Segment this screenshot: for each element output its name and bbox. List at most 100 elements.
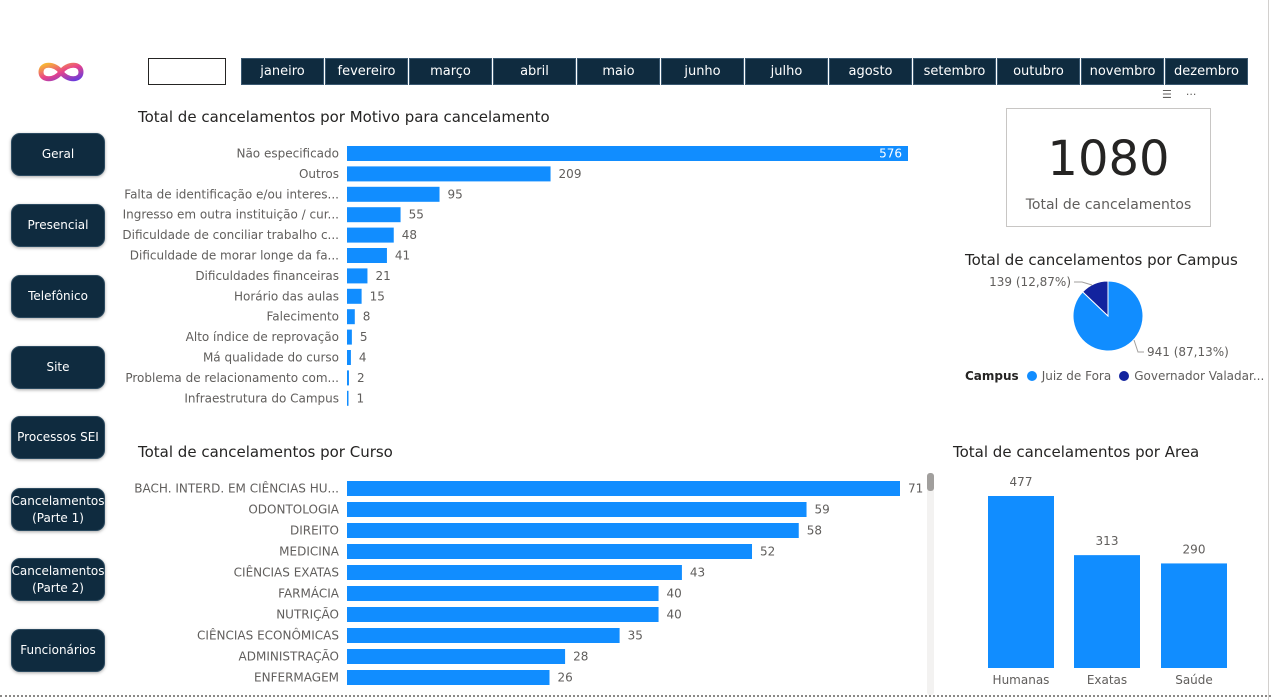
motivo-bar[interactable] [347, 146, 908, 161]
month-button-8[interactable]: setembro [913, 58, 996, 85]
nav-button-7[interactable]: Funcionários [11, 629, 105, 672]
month-button-3[interactable]: abril [493, 58, 576, 85]
curso-bar[interactable] [347, 607, 659, 622]
motivo-bar[interactable] [347, 350, 351, 365]
month-button-4[interactable]: maio [577, 58, 660, 85]
curso-data-label: 40 [667, 587, 682, 601]
curso-category-label: ODONTOLOGIA [248, 503, 339, 517]
motivo-bar[interactable] [347, 309, 355, 325]
month-button-10[interactable]: novembro [1081, 58, 1164, 85]
legend-dot-juiz [1026, 371, 1037, 381]
filter-icon[interactable]: ☰ [1162, 88, 1172, 101]
motivo-bar[interactable] [347, 268, 368, 284]
motivo-bar[interactable] [347, 329, 352, 345]
curso-chart-title: Total de cancelamentos por Curso [138, 443, 393, 461]
kpi-card: 1080 Total de cancelamentos [1006, 108, 1211, 227]
curso-bar[interactable] [347, 544, 753, 559]
page-right-border [1268, 0, 1269, 700]
motivo-data-label: 21 [375, 269, 390, 283]
curso-bar[interactable] [347, 586, 659, 601]
area-data-label: 477 [1010, 475, 1033, 489]
month-button-2[interactable]: março [409, 58, 492, 85]
motivo-data-label: 4 [359, 351, 367, 365]
month-slicer: janeiro fevereiro março abril maio junho julho… [241, 58, 1248, 85]
motivo-bar[interactable] [347, 288, 362, 304]
area-bar[interactable] [988, 496, 1054, 668]
curso-category-label: MEDICINA [279, 545, 340, 559]
motivo-data-label: 95 [448, 187, 463, 201]
pie-slice-governador-valadares[interactable] [1081, 280, 1109, 318]
pie-leader-line [1133, 339, 1144, 353]
nav-button-6[interactable]: Cancelamentos (Parte 2) [11, 558, 105, 601]
motivo-bar[interactable] [347, 248, 387, 263]
curso-data-label: 28 [573, 650, 588, 664]
curso-bar[interactable] [347, 481, 900, 496]
motivo-category-label: Alto índice de reprovação [186, 330, 339, 344]
pie-label-gv: 139 (12,87%) [989, 275, 1071, 289]
month-button-1[interactable]: fevereiro [325, 58, 408, 85]
month-filter-box[interactable] [148, 58, 226, 85]
more-options-icon[interactable]: ··· [1185, 88, 1197, 101]
motivo-data-label: 55 [409, 208, 424, 222]
nav-button-2[interactable]: Telefônico [11, 275, 105, 318]
kpi-value: 1080 [1047, 131, 1170, 187]
curso-data-label: 71 [908, 482, 923, 496]
motivo-category-label: Ingresso em outra instituição / cur... [123, 208, 339, 222]
curso-data-label: 26 [558, 671, 573, 685]
campus-legend: Campus Juiz de Fora Governador Valadar..… [965, 369, 1264, 383]
month-button-9[interactable]: outubro [997, 58, 1080, 85]
motivo-bar[interactable] [347, 207, 401, 223]
motivo-category-label: Falecimento [266, 310, 339, 324]
nav-button-5[interactable]: Cancelamentos (Parte 1) [11, 488, 105, 531]
curso-category-label: DIREITO [290, 524, 339, 538]
month-button-0[interactable]: janeiro [241, 58, 324, 85]
motivo-data-label: 576 [879, 147, 902, 161]
curso-data-label: 43 [690, 566, 705, 580]
month-button-6[interactable]: julho [745, 58, 828, 85]
area-category-label: Saúde [1175, 673, 1213, 687]
area-data-label: 313 [1096, 534, 1119, 548]
curso-bar[interactable] [347, 649, 566, 664]
curso-bar[interactable] [347, 502, 807, 517]
area-bar-chart: 477 Humanas 313 Exatas 290 Saúde [988, 475, 1227, 687]
nav-button-1[interactable]: Presencial [11, 204, 105, 247]
motivo-data-label: 5 [360, 330, 368, 344]
nav-button-0[interactable]: Geral [11, 133, 105, 176]
curso-category-label: FARMÁCIA [278, 586, 340, 601]
area-bar[interactable] [1074, 555, 1140, 668]
motivo-category-label: Falta de identificação e/ou interes... [124, 187, 339, 201]
nav-button-3[interactable]: Site [11, 346, 105, 389]
curso-scrollbar-thumb[interactable] [927, 473, 934, 491]
area-bar[interactable] [1161, 563, 1227, 668]
month-button-5[interactable]: junho [661, 58, 744, 85]
curso-data-label: 35 [628, 629, 643, 643]
motivo-bar[interactable] [347, 227, 394, 243]
motivo-bar[interactable] [347, 166, 551, 182]
motivo-data-label: 15 [370, 289, 385, 303]
campus-pie-chart: 139 (12,87%) 941 (87,13%) [989, 275, 1229, 359]
curso-category-label: CIÊNCIAS ECONÔMICAS [197, 628, 339, 643]
motivo-bar[interactable] [347, 370, 349, 386]
motivo-bar-chart: Não especificado 576 Outros 209 Falta de ide… [122, 146, 908, 406]
app-logo [38, 62, 84, 82]
visual-header: ☰ ··· [1162, 88, 1196, 101]
page-bottom-border [0, 695, 1271, 697]
month-button-11[interactable]: dezembro [1165, 58, 1248, 85]
pie-label-jf: 941 (87,13%) [1147, 345, 1229, 359]
nav-button-4[interactable]: Processos SEI [11, 416, 105, 459]
motivo-bar[interactable] [347, 186, 440, 202]
motivo-category-label: Má qualidade do curso [203, 351, 339, 365]
motivo-bar[interactable] [347, 390, 349, 406]
legend-item-juiz[interactable]: Juiz de Fora [1041, 369, 1112, 383]
motivo-data-label: 2 [357, 371, 365, 385]
curso-bar[interactable] [347, 670, 550, 685]
curso-scrollbar-track[interactable] [927, 473, 934, 695]
curso-bar[interactable] [347, 628, 620, 643]
legend-item-gv[interactable]: Governador Valadar... [1134, 369, 1265, 383]
curso-bar[interactable] [347, 523, 799, 538]
legend-title: Campus [965, 369, 1019, 383]
motivo-data-label: 209 [559, 167, 582, 181]
motivo-category-label: Dificuldades financeiras [195, 269, 339, 283]
month-button-7[interactable]: agosto [829, 58, 912, 85]
curso-bar[interactable] [347, 565, 682, 580]
